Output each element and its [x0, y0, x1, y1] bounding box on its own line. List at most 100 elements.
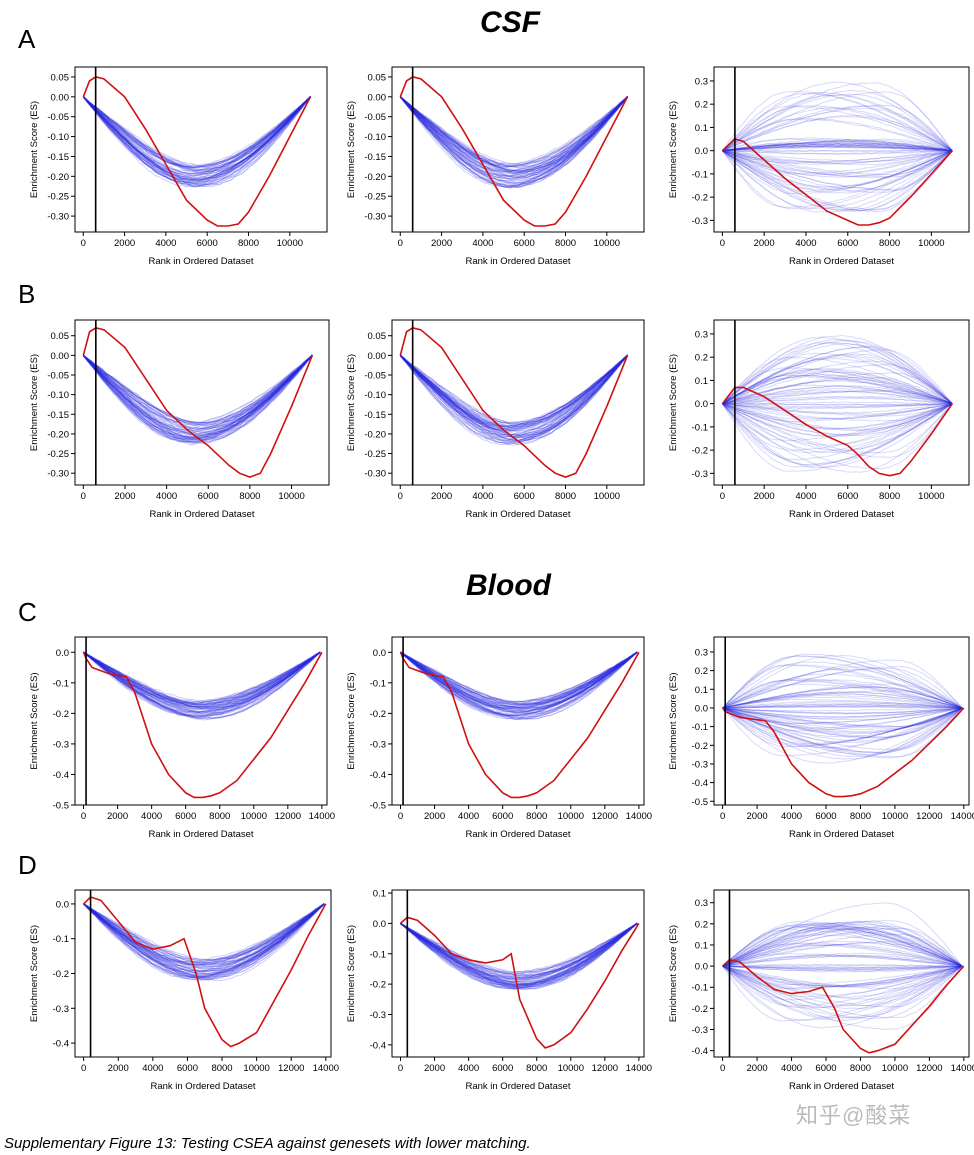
permutation-curve — [722, 965, 963, 972]
title-blood: Blood — [466, 569, 551, 602]
permutation-curve — [82, 354, 313, 437]
permutation-curve — [722, 150, 953, 163]
x-tick-label: 2000 — [114, 491, 135, 502]
permutation-curve — [83, 903, 325, 972]
permutation-curve — [82, 355, 313, 429]
permutation-curve — [722, 919, 963, 967]
permutation-curve — [83, 903, 325, 979]
plot-area — [721, 334, 953, 477]
x-tick-label: 10000 — [594, 238, 620, 249]
permutation-curve — [400, 651, 638, 712]
y-tick-label: 0.0 — [695, 399, 708, 410]
permutation-curve — [400, 651, 638, 721]
permutation-curve — [82, 354, 313, 426]
permutation-curve — [722, 707, 963, 751]
x-tick-label: 14000 — [313, 1063, 339, 1074]
permutation-curve — [722, 924, 963, 967]
permutation-curve — [83, 651, 321, 717]
permutation-curve — [82, 95, 311, 175]
permutation-curve — [400, 652, 638, 705]
permutation-curve — [722, 707, 963, 745]
y-tick-label: -0.3 — [692, 759, 708, 770]
permutation-curve — [82, 355, 313, 432]
permutation-curve — [722, 902, 963, 967]
permutation-curve — [399, 96, 628, 183]
permutation-curve — [722, 339, 953, 405]
permutation-curve — [82, 96, 311, 187]
permutation-curve — [722, 402, 953, 442]
permutation-curve — [399, 95, 628, 179]
y-tick-label: -0.25 — [47, 192, 69, 203]
y-tick-label: -0.05 — [47, 371, 69, 382]
permutation-curve — [399, 96, 628, 189]
permutation-curve — [399, 96, 628, 167]
permutation-curve — [722, 402, 953, 473]
permutation-curve — [722, 150, 953, 210]
y-tick-label: -0.2 — [53, 709, 69, 720]
permutation-curve — [82, 96, 311, 179]
permutation-curve — [399, 355, 628, 445]
permutation-curve — [399, 354, 628, 426]
permutation-curve — [722, 403, 953, 461]
x-tick-label: 10000 — [278, 491, 304, 502]
permutation-curve — [399, 354, 628, 424]
x-tick-label: 10000 — [558, 1063, 584, 1074]
permutation-curve — [722, 965, 963, 988]
x-tick-label: 6000 — [837, 491, 858, 502]
permutation-curve — [722, 923, 963, 967]
permutation-curve — [399, 96, 628, 180]
permutation-curve — [722, 389, 953, 405]
permutation-curve — [400, 923, 638, 990]
y-tick-label: -0.4 — [692, 778, 708, 789]
permutation-curve — [722, 107, 953, 152]
permutation-curve — [722, 965, 963, 1019]
x-axis-label: Rank in Ordered Dataset — [789, 1081, 894, 1092]
permutation-curve — [722, 373, 953, 405]
permutation-curve — [82, 355, 313, 434]
permutation-curve — [83, 651, 321, 708]
permutation-curve — [400, 354, 628, 425]
permutation-curve — [400, 922, 638, 986]
x-tick-label: 4000 — [458, 1063, 479, 1074]
chart-d2: 0 2000 4000 6000 8000 10000 12000 14000 0.1 0.0 -0… — [346, 889, 652, 1092]
watermark-text: 知乎@酸菜 — [796, 1103, 912, 1128]
permutation-curve — [722, 137, 953, 152]
permutation-curve — [83, 651, 321, 703]
permutation-curve — [399, 355, 628, 443]
permutation-curve — [83, 903, 325, 979]
permutation-curve — [82, 354, 313, 423]
permutation-curve — [722, 402, 953, 423]
permutation-curve — [83, 651, 321, 706]
permutation-curve — [400, 923, 638, 983]
x-tick-label: 4000 — [781, 811, 802, 822]
permutation-curve — [400, 923, 638, 991]
permutation-curve — [82, 96, 311, 169]
permutation-curve — [399, 355, 628, 428]
permutation-curve — [82, 95, 311, 178]
x-tick-label: 8000 — [555, 491, 576, 502]
y-tick-label: -0.1 — [692, 983, 708, 994]
y-tick-label: 0.0 — [373, 648, 386, 659]
permutation-curve — [83, 96, 311, 169]
permutation-curve — [722, 402, 953, 469]
permutation-curve — [400, 923, 638, 985]
x-tick-label: 4000 — [472, 238, 493, 249]
permutation-curve — [400, 651, 638, 706]
plot-area — [399, 76, 629, 227]
permutation-curve — [83, 903, 325, 981]
chart-a3: 0 2000 4000 6000 8000 10000 0.3 0.2 0.1 0.0 -0.1 -0… — [668, 66, 970, 267]
figure-caption: Supplementary Figure 13: Testing CSEA ag… — [4, 1135, 531, 1152]
permutation-curve — [82, 355, 313, 443]
title-csf: CSF — [480, 6, 540, 39]
permutation-curve — [722, 965, 963, 987]
permutation-curve — [399, 95, 628, 165]
permutation-curve — [83, 651, 321, 713]
permutation-curve — [400, 651, 638, 720]
permutation-curve — [82, 96, 311, 180]
permutation-curve — [400, 96, 628, 173]
permutation-curve — [400, 923, 638, 975]
permutation-curve — [722, 395, 953, 405]
permutation-curve — [83, 903, 325, 972]
permutation-curve — [400, 355, 628, 435]
permutation-curve — [399, 96, 628, 174]
